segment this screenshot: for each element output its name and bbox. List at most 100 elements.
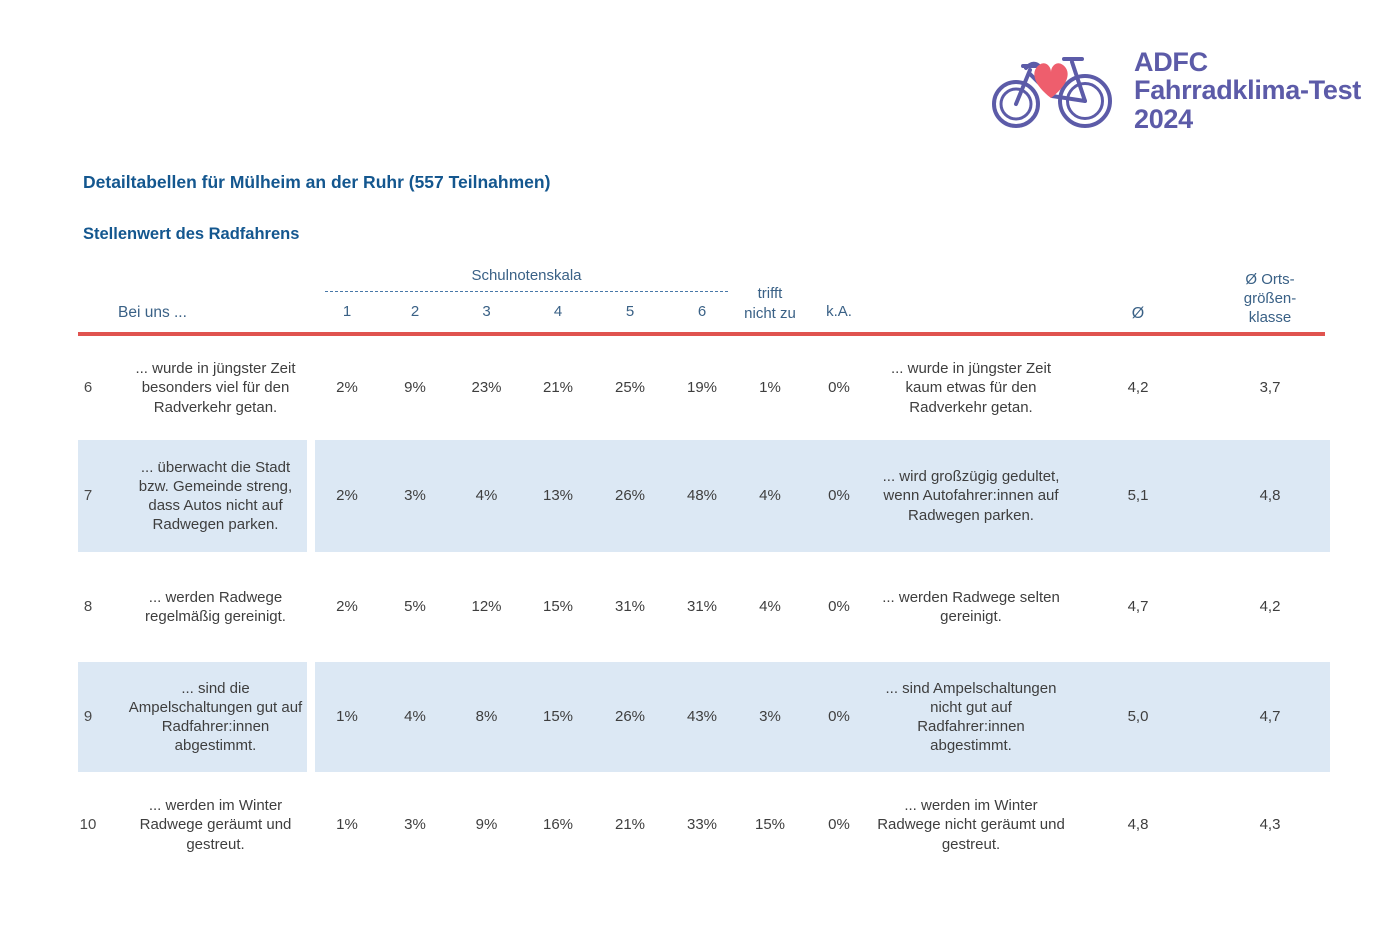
column-gap <box>307 772 315 878</box>
value-note-4: 16% <box>542 816 574 834</box>
logo-line2: Fahrradklima-Test <box>1134 75 1361 106</box>
table-row: 10 ... werden im Winter Radwege geräumt … <box>78 772 1325 878</box>
column-gap <box>307 662 315 772</box>
column-gap <box>307 336 315 440</box>
value-note-5: 31% <box>614 598 646 616</box>
column-header-note-4: 4 <box>553 303 563 320</box>
value-note-1: 1% <box>315 662 379 772</box>
value-note-5: 21% <box>614 816 646 834</box>
value-trifft-nicht-zu: 4% <box>738 440 802 552</box>
statement-positive: ... sind die Ampelschaltungen gut auf Ra… <box>98 662 307 772</box>
value-note-1: 1% <box>336 816 358 834</box>
value-note-3: 23% <box>471 379 502 397</box>
statement-positive: ... werden im Winter Radwege geräumt und… <box>98 772 307 878</box>
value-note-4: 15% <box>522 662 594 772</box>
row-number: 9 <box>78 662 98 772</box>
column-gap <box>307 440 315 552</box>
page-title: Detailtabellen für Mülheim an der Ruhr (… <box>83 172 551 192</box>
value-ortsgroessenklasse-average: 4,8 <box>1210 440 1330 552</box>
value-note-1: 2% <box>336 598 358 616</box>
table-row: 6 ... wurde in jüngster Zeit besonders v… <box>78 336 1325 440</box>
value-average: 4,2 <box>1127 379 1149 397</box>
column-header-ka: k.A. <box>826 303 852 320</box>
column-header-note-3: 3 <box>482 303 491 320</box>
statement-negative-text: ... werden Radwege selten gereinigt. <box>882 588 1060 625</box>
value-trifft-nicht-zu: 15% <box>754 816 786 834</box>
logo-line3: 2024 <box>1134 103 1193 134</box>
statement-negative: ... sind Ampelschaltungen nicht gut auf … <box>876 662 1066 772</box>
value-note-3: 4% <box>451 440 522 552</box>
value-note-3: 8% <box>451 662 522 772</box>
orts-line2: größen- <box>1243 289 1297 307</box>
column-header-note-5: 5 <box>625 303 635 320</box>
value-note-2: 5% <box>404 598 426 616</box>
logo-line1: ADFC <box>1134 46 1208 77</box>
statement-negative-text: ... wurde in jüngster Zeit kaum etwas fü… <box>890 360 1052 416</box>
row-number: 6 <box>83 379 93 397</box>
value-note-5: 25% <box>614 379 646 397</box>
value-ka: 0% <box>802 440 876 552</box>
statement-negative: ... wurde in jüngster Zeit kaum etwas fü… <box>876 336 1066 440</box>
orts-line3: klasse <box>1248 308 1292 326</box>
column-header-note-6: 6 <box>697 303 707 320</box>
table-row: 7 ... überwacht die Stadt bzw. Gemeinde … <box>78 440 1330 552</box>
statement-positive-text: ... werden Radwege regelmäßig gereinigt. <box>145 588 286 625</box>
header-divider-red-line <box>78 332 1325 336</box>
column-header-note-1: 1 <box>342 303 352 320</box>
value-note-6: 43% <box>666 662 738 772</box>
column-header-average: Ø <box>1131 305 1145 322</box>
row-number: 7 <box>78 440 98 552</box>
value-note-2: 4% <box>379 662 451 772</box>
statement-positive-text: ... sind die Ampelschaltungen gut auf Ra… <box>128 679 303 755</box>
value-note-6: 19% <box>686 379 718 397</box>
value-note-6: 48% <box>666 440 738 552</box>
statement-positive: ... wurde in jüngster Zeit besonders vie… <box>98 336 307 440</box>
value-note-4: 21% <box>542 379 574 397</box>
trifft-line2: nicht zu <box>744 305 796 323</box>
orts-line1: Ø Orts- <box>1245 270 1295 288</box>
row-number: 10 <box>79 816 97 834</box>
table-row: 8 ... werden Radwege regelmäßig gereinig… <box>78 552 1325 662</box>
value-average: 4,7 <box>1127 598 1149 616</box>
value-note-1: 2% <box>315 440 379 552</box>
table-header: Bei uns ... Schulnotenskala 1 2 3 4 5 6 … <box>78 256 1325 332</box>
value-note-3: 12% <box>471 598 502 616</box>
value-trifft-nicht-zu: 3% <box>738 662 802 772</box>
row-number: 8 <box>83 598 93 616</box>
column-group-schulnotenskala: Schulnotenskala <box>325 267 728 292</box>
value-note-1: 2% <box>336 379 358 397</box>
column-gap <box>307 552 315 662</box>
value-note-5: 26% <box>594 440 666 552</box>
value-ortsgroessenklasse-average: 4,7 <box>1210 662 1330 772</box>
value-ka: 0% <box>828 816 850 834</box>
value-ortsgroessenklasse-average: 4,3 <box>1259 816 1281 834</box>
statement-positive: ... werden Radwege regelmäßig gereinigt. <box>98 552 307 662</box>
statement-positive-text: ... werden im Winter Radwege geräumt und… <box>139 797 292 853</box>
value-note-4: 13% <box>522 440 594 552</box>
value-note-6: 31% <box>686 598 718 616</box>
column-header-bei-uns: Bei uns ... <box>118 304 187 321</box>
value-ka: 0% <box>828 598 850 616</box>
value-note-3: 9% <box>475 816 498 834</box>
statement-positive-text: ... überwacht die Stadt bzw. Gemeinde st… <box>138 458 293 534</box>
value-note-2: 9% <box>404 379 426 397</box>
statement-negative: ... werden Radwege selten gereinigt. <box>876 552 1066 662</box>
value-note-2: 3% <box>404 816 426 834</box>
statement-negative-text: ... werden im Winter Radwege nicht geräu… <box>877 797 1065 853</box>
statement-negative-text: ... sind Ampelschaltungen nicht gut auf … <box>885 679 1057 755</box>
logo-text: ADFC Fahrradklima-Test 2024 <box>1134 46 1361 134</box>
statement-positive-text: ... wurde in jüngster Zeit besonders vie… <box>135 360 296 416</box>
value-note-2: 3% <box>379 440 451 552</box>
value-note-6: 33% <box>686 816 718 834</box>
value-average: 5,1 <box>1066 440 1210 552</box>
adfc-logo: ADFC Fahrradklima-Test 2024 <box>990 44 1361 137</box>
table-row: 9 ... sind die Ampelschaltungen gut auf … <box>78 662 1330 772</box>
value-trifft-nicht-zu: 1% <box>759 379 781 397</box>
value-note-4: 15% <box>542 598 574 616</box>
statement-negative: ... wird großzügig gedultet, wenn Autofa… <box>876 440 1066 552</box>
value-average: 4,8 <box>1127 816 1149 834</box>
column-header-trifft-nicht-zu: trifft nicht zu <box>738 284 802 332</box>
detail-table: Bei uns ... Schulnotenskala 1 2 3 4 5 6 … <box>78 256 1330 878</box>
heart-icon <box>1034 63 1068 98</box>
